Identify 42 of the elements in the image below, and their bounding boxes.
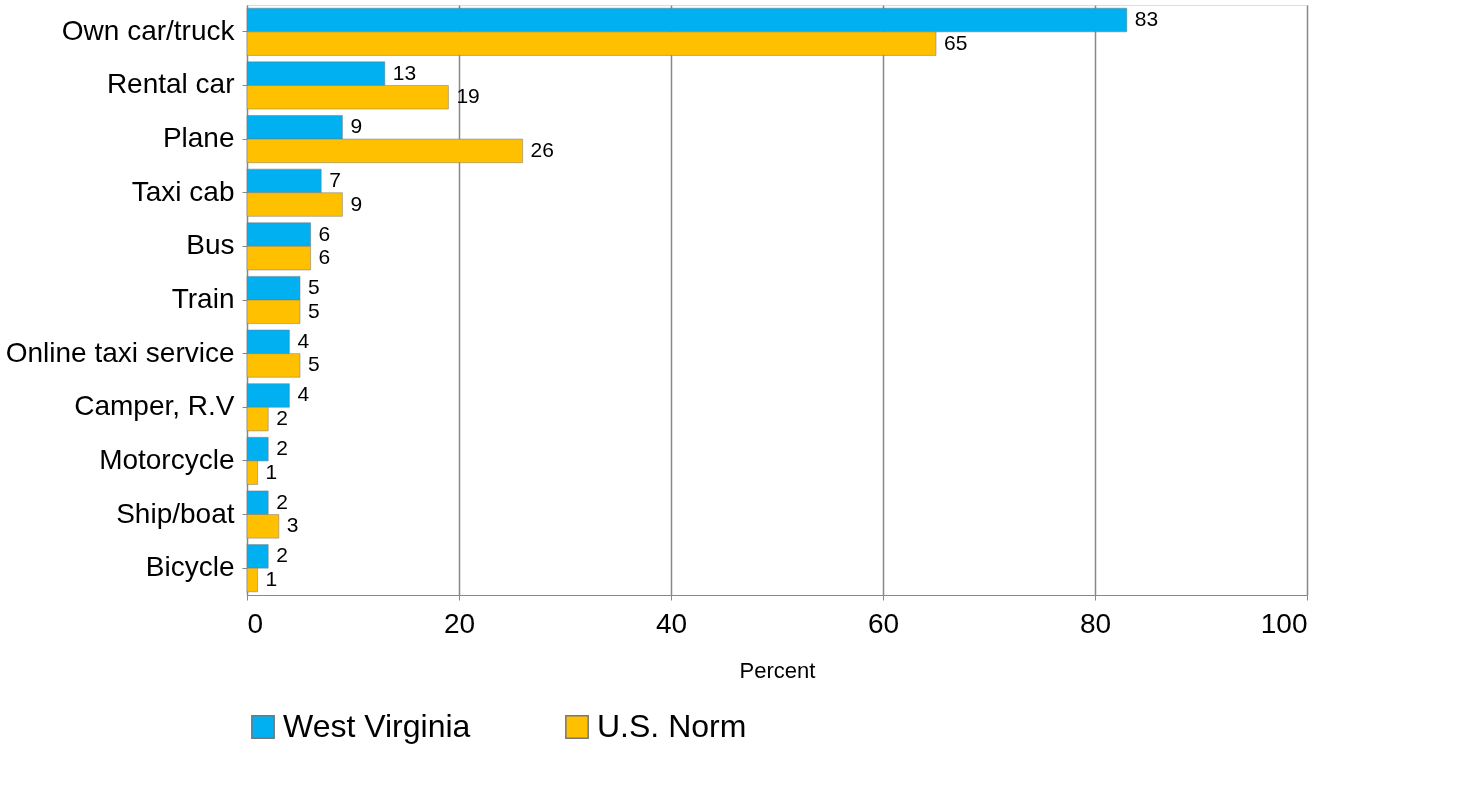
legend-label: West Virginia [283,708,471,744]
y-tick-label: Online taxi service [5,336,235,368]
data-label: 13 [392,60,417,84]
y-tick-label: Rental car [106,68,235,100]
data-label: 1 [265,566,278,590]
data-label: 9 [350,114,363,138]
data-label: 7 [329,167,341,191]
data-label: 9 [350,191,363,215]
x-tick-label: 80 [1079,607,1112,639]
x-tick-label: 100 [1260,607,1308,639]
y-tick-label: Camper, R.V [74,390,235,422]
data-label: 5 [308,275,320,299]
y-tick-label: Taxi cab [131,175,235,207]
data-label: 5 [308,352,320,376]
y-tick-label: Motorcycle [99,443,235,475]
data-label: 6 [318,245,331,269]
data-label: 5 [308,298,320,322]
data-label: 2 [276,436,288,460]
data-label: 83 [1134,7,1159,31]
x-tick-label: 60 [867,607,900,639]
x-tick-label: 0 [247,607,264,639]
y-tick-label: Own car/truck [61,14,236,46]
x-tick-label: 40 [655,607,688,639]
data-label: 2 [276,543,288,567]
y-tick-label: Ship/boat [116,497,235,529]
y-tick-label: Plane [162,122,235,154]
data-label: 26 [530,137,554,161]
data-label: 19 [456,84,480,108]
data-label: 2 [276,406,288,430]
data-label: 4 [297,328,310,352]
y-tick-label: Bus [186,229,235,261]
data-label: 65 [944,30,968,54]
x-tick-label: 20 [443,607,476,639]
x-axis-title: Percent [739,657,816,683]
y-tick-label: Bicycle [145,551,235,583]
data-label: 4 [297,382,310,406]
data-label: 2 [276,489,288,513]
y-tick-label: Train [171,283,235,314]
legend-label: U.S. Norm [597,708,747,744]
data-label: 6 [318,221,331,245]
data-label: 1 [265,459,278,483]
data-label: 3 [286,513,299,537]
